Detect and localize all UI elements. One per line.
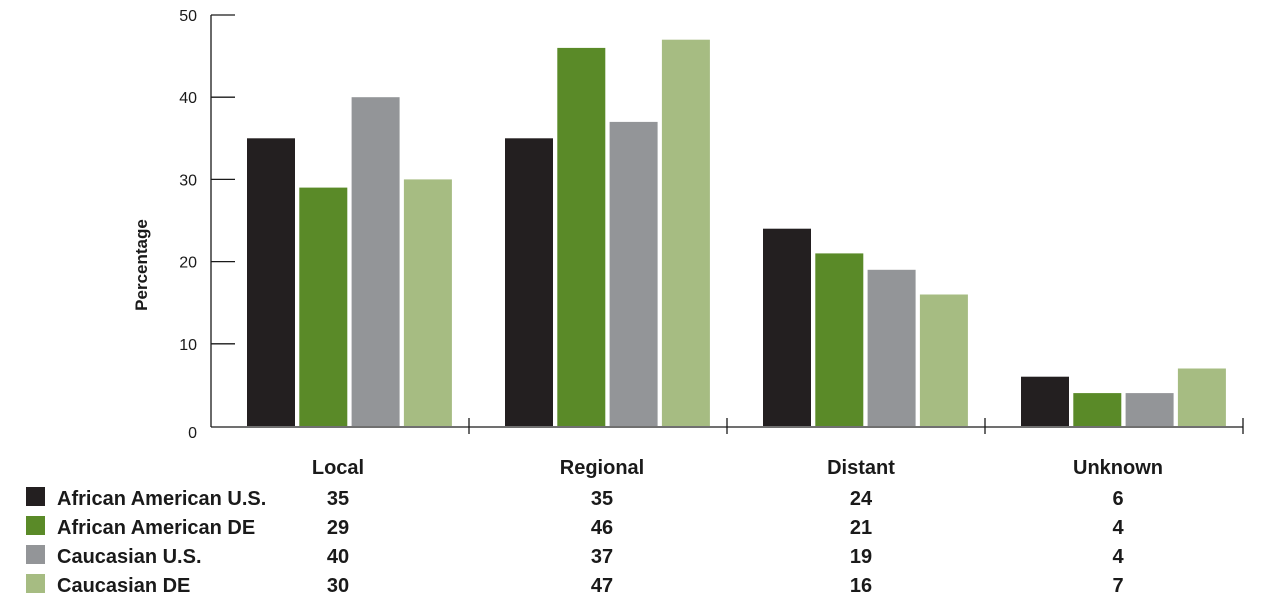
legend-label-3: Caucasian DE: [57, 575, 190, 597]
bar-0-3: [403, 179, 452, 426]
table-value-1-3: 4: [1112, 517, 1124, 539]
y-tick-label: 50: [179, 8, 197, 25]
labels: Local Regional Distant Unknown: [312, 457, 1163, 479]
table-value-0-1: 35: [591, 488, 613, 510]
category-label-3: Unknown: [1073, 457, 1163, 479]
table-value-3-3: 7: [1112, 575, 1123, 597]
table-value-2-3: 4: [1112, 546, 1124, 568]
legend-label-1: African American DE: [57, 517, 255, 539]
y-tick-label: 0: [188, 425, 197, 442]
bar-0-0: [247, 138, 295, 427]
bars: [247, 39, 1226, 427]
bar-1-1: [557, 47, 606, 427]
legend-swatch-0: [26, 487, 45, 506]
bar-2-1: [815, 253, 864, 426]
legend-table: African American U.S. 35 35 24 6 African Amer…: [26, 487, 1124, 597]
category-label-0: Local: [312, 457, 364, 479]
table-value-2-0: 40: [327, 546, 349, 568]
category-label-1: Regional: [560, 457, 644, 479]
bar-3-1: [1073, 393, 1122, 426]
table-value-2-1: 37: [591, 546, 613, 568]
bar-3-0: [1021, 376, 1069, 426]
legend-swatch-3: [26, 574, 45, 593]
bar-1-2: [609, 121, 658, 427]
y-tick-label: 10: [179, 337, 197, 354]
table-value-0-3: 6: [1112, 488, 1123, 510]
legend-swatch-1: [26, 516, 45, 535]
legend-label-2: Caucasian U.S.: [57, 546, 202, 568]
table-value-1-1: 46: [591, 517, 613, 539]
category-label-2: Distant: [827, 457, 895, 479]
table-value-3-0: 30: [327, 575, 349, 597]
legend-label-0: African American U.S.: [57, 488, 266, 510]
table-value-0-2: 24: [850, 488, 873, 510]
bar-0-2: [351, 97, 400, 426]
y-tick-label: 30: [179, 172, 197, 189]
bar-2-3: [919, 294, 968, 426]
axes: 0 10 20 30 40 50: [179, 8, 1244, 442]
bar-2-0: [763, 228, 811, 426]
table-value-1-0: 29: [327, 517, 349, 539]
bar-2-2: [867, 269, 916, 426]
table-value-3-1: 47: [591, 575, 613, 597]
bar-3-2: [1125, 393, 1174, 426]
table-value-3-2: 16: [850, 575, 872, 597]
bar-0-1: [299, 187, 348, 426]
table-value-0-0: 35: [327, 488, 349, 510]
bar-3-3: [1177, 368, 1226, 426]
y-tick-label: 40: [179, 90, 197, 107]
legend-swatch-2: [26, 545, 45, 564]
table-value-1-2: 21: [850, 517, 872, 539]
table-value-2-2: 19: [850, 546, 872, 568]
bar-1-0: [505, 138, 553, 427]
bar-1-3: [661, 39, 710, 426]
y-axis-label: Percentage: [132, 219, 151, 311]
y-tick-label: 20: [179, 255, 197, 272]
